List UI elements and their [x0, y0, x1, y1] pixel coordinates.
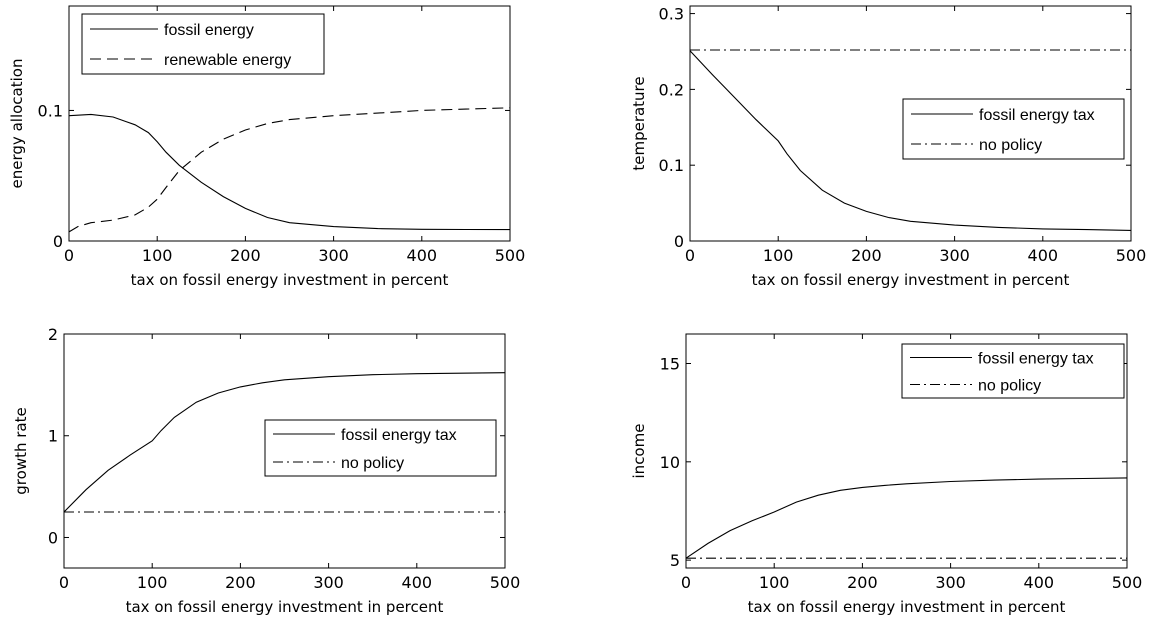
y-tick-label: 2	[48, 325, 58, 344]
x-axis-label: tax on fossil energy investment in perce…	[752, 271, 1070, 289]
series-line-fossil-energy-tax	[685, 477, 1128, 559]
y-tick-label: 0.1	[659, 156, 684, 175]
legend-entry: no policy	[341, 455, 404, 472]
legend-box	[264, 419, 497, 477]
panel-1: 0 100 200 300 400 500 0 0.1 tax on fossil energy…	[8, 5, 526, 289]
legend: fossil energy tax no policy	[264, 419, 497, 477]
axes-frame	[63, 333, 506, 569]
y-tick-label: 10	[660, 453, 680, 472]
legend-box	[901, 343, 1125, 399]
x-tick-label: 400	[402, 573, 433, 592]
y-tick-label: 5	[670, 551, 680, 570]
x-tick-label: 400	[407, 246, 438, 265]
y-tick-label: 0.1	[38, 101, 63, 120]
x-tick-label: 0	[681, 573, 691, 592]
x-tick-label: 0	[59, 573, 69, 592]
legend-entry: no policy	[979, 137, 1042, 154]
y-axis-label: growth rate	[12, 407, 30, 494]
legend: fossil energy tax no policy	[901, 343, 1125, 399]
x-tick-label: 0	[64, 246, 74, 265]
y-axis-label: income	[630, 424, 648, 479]
x-tick-label: 200	[851, 246, 882, 265]
axes-frame	[68, 5, 511, 242]
legend-entry: no policy	[978, 378, 1041, 395]
panel-2: 0 100 200 300 400 500 0 0.1 0.2 0.3 tax on fossil …	[630, 5, 1146, 289]
legend-box	[902, 98, 1125, 160]
y-tick-label: 1	[48, 427, 58, 446]
legend-entry: fossil energy tax	[979, 107, 1095, 124]
y-tick-label: 0.3	[659, 5, 684, 24]
x-tick-label: 200	[847, 573, 878, 592]
x-tick-label: 300	[935, 573, 966, 592]
x-axis-label: tax on fossil energy investment in perce…	[126, 598, 444, 616]
y-tick-label: 0	[674, 232, 684, 251]
x-tick-label: 500	[1112, 573, 1143, 592]
y-tick-label: 15	[660, 354, 680, 373]
panel-3: 0 100 200 300 400 500 0 1 2 tax on fossil energy …	[12, 325, 520, 616]
y-tick-label: 0	[48, 528, 58, 547]
y-axis-label: temperature	[630, 76, 648, 170]
series-line-fossil-energy-tax	[689, 50, 1132, 231]
x-tick-label: 100	[763, 246, 794, 265]
x-tick-label: 400	[1024, 573, 1055, 592]
x-tick-label: 500	[1116, 246, 1147, 265]
legend-entry: fossil energy	[164, 22, 254, 39]
x-axis-label: tax on fossil energy investment in perce…	[131, 271, 449, 289]
series-line-renewable-energy	[68, 107, 511, 233]
x-axis-label: tax on fossil energy investment in perce…	[748, 598, 1066, 616]
legend-entry: fossil energy tax	[341, 427, 457, 444]
legend-entry: renewable energy	[164, 52, 291, 69]
series-line-fossil-energy	[68, 113, 511, 231]
x-tick-label: 300	[318, 246, 349, 265]
series-line-fossil-energy-tax	[63, 372, 506, 513]
x-tick-label: 200	[225, 573, 256, 592]
axes-frame	[689, 5, 1132, 242]
y-axis-label: energy allocation	[8, 59, 26, 189]
x-tick-label: 100	[759, 573, 790, 592]
x-tick-label: 300	[313, 573, 344, 592]
legend: fossil energy renewable energy	[81, 13, 325, 75]
x-tick-label: 300	[939, 246, 970, 265]
legend-entry: fossil energy tax	[978, 351, 1094, 368]
x-tick-label: 500	[495, 246, 526, 265]
y-tick-label: 0	[53, 232, 63, 251]
legend-box	[81, 13, 325, 75]
x-tick-label: 100	[137, 573, 168, 592]
x-tick-label: 100	[142, 246, 173, 265]
x-tick-label: 200	[230, 246, 261, 265]
x-tick-label: 400	[1028, 246, 1059, 265]
legend: fossil energy tax no policy	[902, 98, 1125, 160]
x-tick-label: 0	[685, 246, 695, 265]
panel-4: 0 100 200 300 400 500 5 10 15 tax on fossil energ…	[630, 333, 1143, 616]
x-tick-label: 500	[490, 573, 521, 592]
y-tick-label: 0.2	[659, 80, 684, 99]
axes-frame	[685, 333, 1128, 569]
